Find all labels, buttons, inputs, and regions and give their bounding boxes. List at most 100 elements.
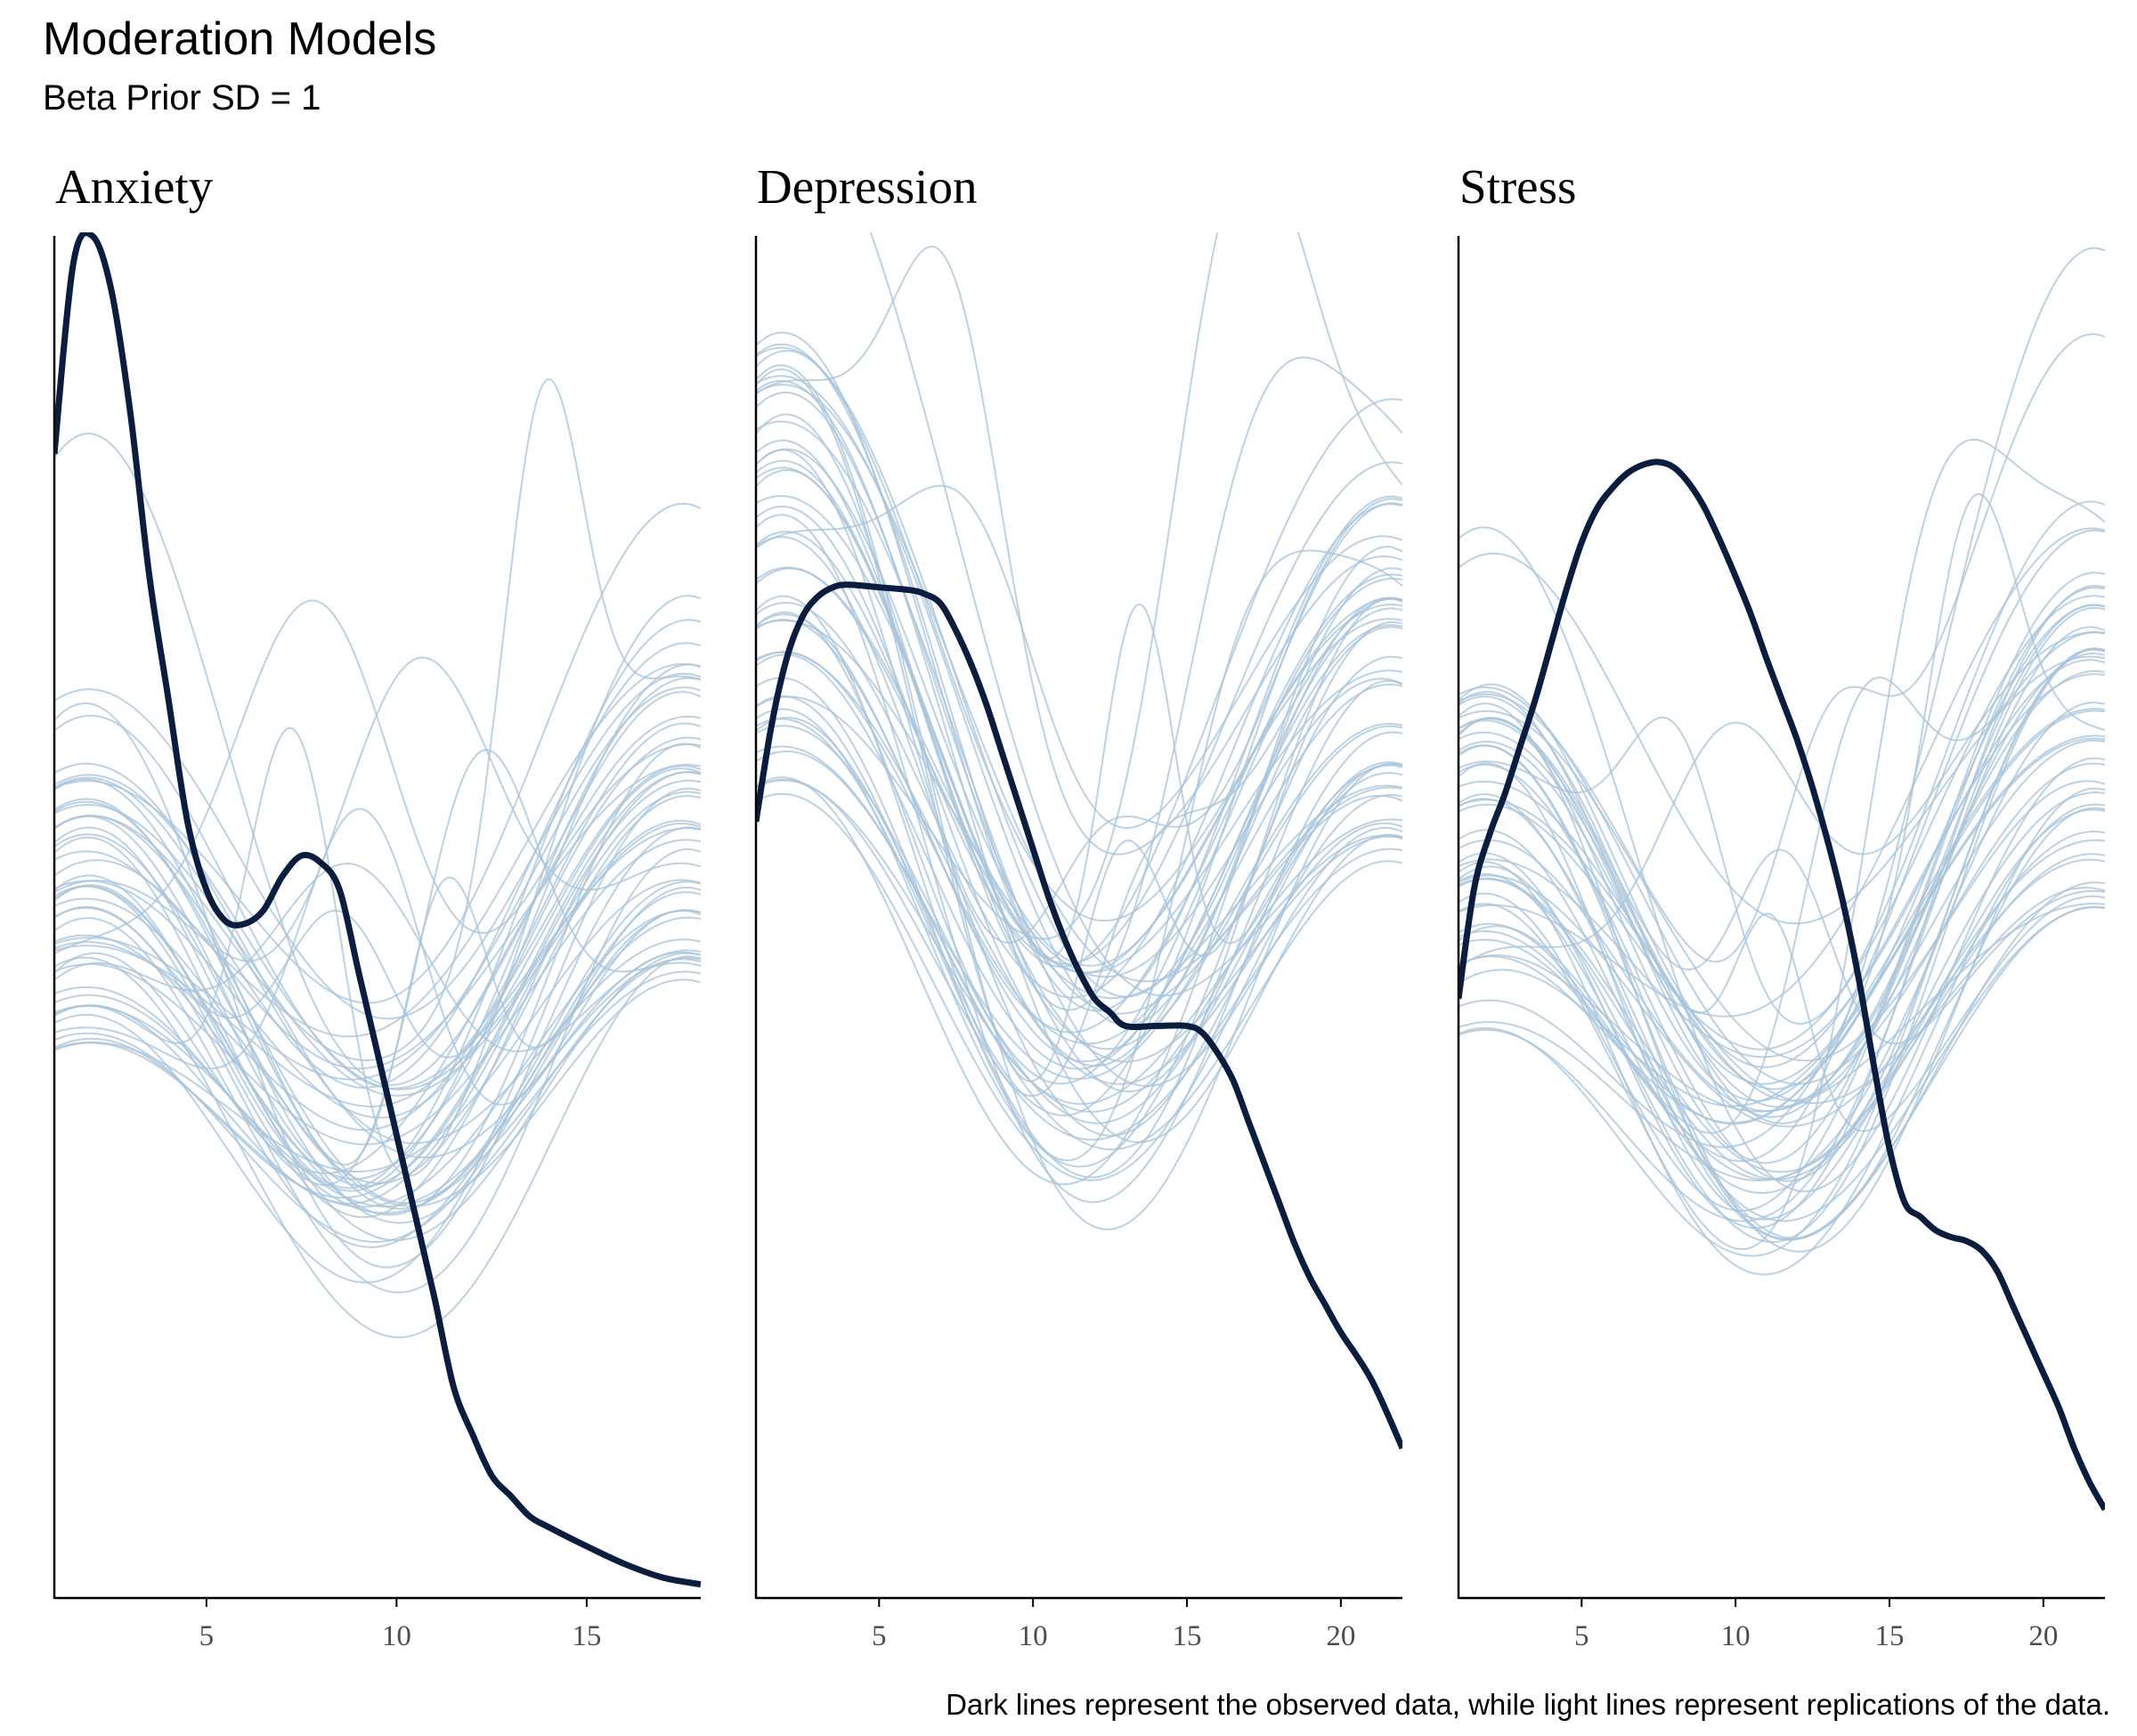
replication-line (756, 379, 1402, 1144)
replication-line (54, 771, 701, 1219)
observed-line (1459, 458, 2105, 1512)
replication-line (1459, 702, 2105, 1180)
replication-line (756, 536, 1402, 1137)
replication-line (1459, 744, 2105, 1253)
replication-line (54, 502, 701, 1004)
replication-line (1459, 438, 2105, 1251)
replication-line (1459, 793, 2105, 1241)
replication-line (54, 803, 701, 1097)
panel-anxiety: 5 10 15 Anxiety (53, 159, 701, 1652)
replication-line (54, 879, 701, 1173)
replication-line (756, 651, 1402, 1045)
replication-line (1459, 737, 2105, 1107)
x-tick-label: 15 (1173, 1620, 1202, 1652)
x-tick-label: 15 (572, 1620, 601, 1652)
replication-line (54, 787, 701, 1284)
replication-line (1459, 673, 2105, 1068)
replication-line (756, 343, 1402, 960)
replication-line (54, 839, 701, 1146)
replication-line (54, 848, 701, 1294)
x-tick-label: 10 (1721, 1620, 1751, 1652)
x-tick-label: 10 (382, 1620, 411, 1652)
replication-line (756, 448, 1402, 967)
replication-line (54, 909, 701, 1244)
replication-line (756, 549, 1402, 1162)
replication-line (1459, 731, 2105, 1132)
replication-line (756, 466, 1402, 1063)
replication-line (1459, 604, 2105, 1124)
chart-subtitle: Beta Prior SD = 1 (43, 78, 321, 118)
replication-line (756, 391, 1402, 1015)
replication-line (756, 717, 1402, 1106)
x-tick-label: 5 (872, 1620, 887, 1652)
replication-line (1459, 247, 2105, 1163)
replication-line (54, 686, 701, 1081)
replication-line (1459, 631, 2105, 1134)
replication-line (54, 619, 701, 1189)
replication-line (1459, 739, 2105, 1112)
replication-line (756, 506, 1402, 1067)
replication-line (756, 375, 1402, 1026)
replication-line (756, 449, 1402, 944)
replication-line (54, 749, 701, 1187)
replication-line (756, 595, 1402, 1097)
panel-depression: 5 10 15 20 Depression (754, 159, 1402, 1652)
x-tick-label: 5 (1574, 1620, 1589, 1652)
replication-line (1459, 659, 2105, 1059)
x-tick-label: 20 (1326, 1620, 1355, 1652)
replication-line (1459, 718, 2105, 1045)
replication-line (54, 672, 701, 1020)
panel-title: Anxiety (55, 159, 214, 214)
replication-line (1459, 604, 2105, 1091)
replication-line (756, 232, 1402, 940)
replication-line (756, 596, 1402, 1179)
replication-line (54, 778, 701, 1166)
replication-line (756, 514, 1402, 1204)
replication-line (1459, 710, 2105, 1124)
replication-line (54, 656, 701, 962)
replication-line (1459, 830, 2105, 1180)
replication-line (756, 577, 1402, 1085)
replication-line (54, 433, 701, 1086)
replication-line (54, 951, 701, 1208)
replication-line (756, 356, 1402, 1011)
replication-line (1459, 803, 2105, 1276)
replication-line (756, 745, 1402, 1151)
replication-line (756, 607, 1402, 1063)
replication-line (54, 764, 701, 1070)
replication-line (1459, 799, 2105, 1105)
replication-line (54, 863, 701, 1053)
replication-line (1459, 858, 2105, 1128)
replication-line (54, 378, 701, 1062)
replication-line (1459, 808, 2105, 1173)
observed-line (756, 581, 1402, 1450)
replication-line (1459, 492, 2105, 1102)
x-tick-label: 10 (1019, 1620, 1048, 1652)
replication-line (54, 807, 701, 1106)
replication-line (1459, 853, 2105, 1182)
replication-line (54, 702, 701, 1269)
panel-title: Stress (1459, 159, 1576, 214)
replication-line (54, 771, 701, 1199)
replication-line (1459, 529, 2105, 1148)
replication-line (54, 722, 701, 1132)
replication-line (54, 742, 701, 1174)
replication-line (1459, 526, 2105, 1193)
replication-line (756, 778, 1402, 1141)
replication-line (54, 663, 701, 1059)
replication-line (54, 765, 701, 1107)
replication-line (1459, 500, 2105, 1026)
replication-line (756, 725, 1402, 1124)
replication-line (756, 364, 1402, 1230)
replication-line (54, 642, 701, 1089)
replication-line (1459, 630, 2105, 969)
curves-group (756, 232, 1402, 1450)
replication-line (54, 779, 701, 1188)
replication-line (1459, 587, 2105, 1213)
replication-line (1459, 702, 2105, 1240)
x-tick-label: 5 (199, 1620, 215, 1652)
replication-line (756, 655, 1402, 1168)
replication-line (54, 595, 701, 1177)
observed-line (54, 232, 701, 1588)
